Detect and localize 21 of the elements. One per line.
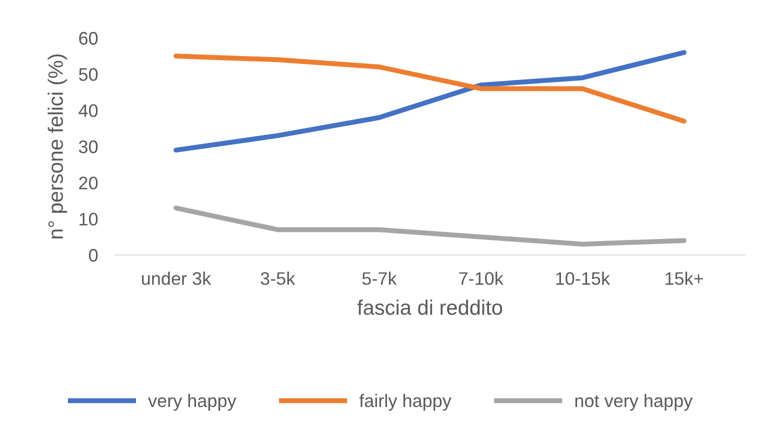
- legend-label: not very happy: [575, 394, 693, 411]
- y-tick-label: 60: [79, 32, 98, 45]
- legend-label: very happy: [148, 394, 236, 411]
- y-tick-label: 0: [89, 248, 98, 262]
- line-series: [174, 50, 686, 153]
- x-tick-label: under 3k: [142, 272, 212, 285]
- legend-label: fairly happy: [359, 394, 452, 411]
- y-tick-label: 20: [79, 176, 98, 190]
- x-tick-label: 15k+: [666, 272, 703, 285]
- y-tick-label: 40: [78, 104, 98, 118]
- line-series: [174, 206, 686, 247]
- x-tick-label: 5-7k: [362, 272, 397, 285]
- y-tick-label: 10: [80, 212, 98, 226]
- x-tick-label: 10-15k: [556, 272, 610, 285]
- x-tick-label: 3-5k: [260, 272, 296, 285]
- y-tick-label: 50: [78, 68, 98, 81]
- y-axis-title: n° persone felici (%): [48, 54, 68, 238]
- y-tick-label: 30: [78, 140, 98, 154]
- line-series: [174, 54, 686, 124]
- x-tick-label: 7-10k: [459, 272, 504, 285]
- x-axis-title: fascia di reddito: [357, 300, 502, 315]
